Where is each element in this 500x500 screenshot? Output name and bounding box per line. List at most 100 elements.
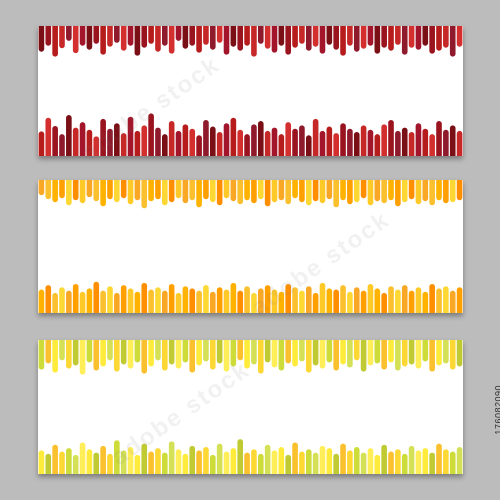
bottom-bar [45, 117, 52, 156]
bottom-bar [305, 449, 312, 474]
bottom-bar [278, 291, 285, 313]
bottom-bar [264, 444, 271, 474]
top-bar [395, 180, 401, 207]
bottom-bar [52, 292, 58, 313]
top-bar [264, 340, 271, 363]
bottom-bar [271, 450, 278, 474]
bottom-bar [107, 128, 113, 156]
top-bar [216, 180, 223, 206]
top-bar [38, 26, 45, 52]
bottom-bar [436, 121, 442, 156]
top-bar [79, 180, 86, 204]
bottom-bar [209, 126, 216, 156]
top-bar [381, 340, 387, 370]
top-bar [408, 180, 415, 200]
bottom-bar [408, 290, 415, 313]
top-bar [134, 26, 141, 56]
bottom-bar [395, 289, 401, 313]
top-bar [148, 180, 154, 202]
top-bar [271, 180, 278, 203]
top-bar [148, 340, 154, 367]
top-bar [148, 26, 154, 44]
top-bar [189, 180, 196, 201]
top-bar [155, 340, 161, 361]
bottom-bar [347, 450, 353, 474]
top-bar [333, 340, 339, 371]
bottom-bar [429, 452, 435, 474]
bottom-bar [244, 286, 250, 313]
top-bar [237, 180, 244, 205]
top-bar [326, 180, 333, 200]
bottom-bar [107, 453, 113, 474]
top-bar [299, 180, 305, 203]
top-bar [175, 340, 182, 369]
bottom-bar [299, 290, 305, 313]
bottom-bar [347, 128, 353, 156]
bottom-bar [189, 288, 196, 313]
top-bar [292, 26, 298, 48]
bottom-bar [223, 289, 230, 313]
top-bar [38, 340, 45, 370]
top-bar [251, 340, 257, 365]
top-bar [203, 340, 209, 362]
bottom-bar [305, 286, 312, 313]
bottom-bar [189, 128, 196, 156]
top-bar [374, 340, 381, 364]
top-bar [415, 340, 422, 369]
top-bar [333, 26, 339, 50]
bottom-bar [449, 125, 456, 156]
top-bar [360, 340, 367, 372]
top-bar [401, 340, 408, 367]
bottom-bar [216, 443, 223, 474]
top-bar [319, 340, 326, 369]
bottom-bar [326, 288, 333, 313]
top-bar [216, 26, 223, 43]
top-bar [347, 180, 353, 205]
bottom-bar [443, 449, 449, 474]
bottom-bar [45, 453, 52, 474]
top-bar [347, 340, 353, 368]
top-bar [395, 26, 401, 45]
bottom-bar [395, 130, 401, 156]
top-bar [107, 180, 113, 200]
top-bar [305, 340, 312, 373]
bottom-bar [134, 291, 141, 313]
top-bar [52, 180, 58, 203]
bottom-bar [120, 285, 127, 313]
bottom-bar [148, 451, 154, 474]
bottom-bar [127, 288, 134, 313]
top-bar [79, 340, 86, 375]
bottom-bar [436, 288, 442, 313]
top-bar [66, 180, 72, 206]
top-bar [340, 26, 346, 56]
bottom-bar [374, 288, 381, 313]
bottom-bar [299, 451, 305, 474]
bottom-bar [367, 283, 374, 313]
top-bar [374, 26, 381, 54]
top-bar [401, 180, 408, 203]
top-bar [203, 180, 209, 200]
bottom-bar [196, 450, 202, 474]
bottom-bar [319, 282, 326, 313]
top-bar [381, 26, 387, 48]
bottom-bar [381, 444, 387, 474]
bottom-bar [443, 129, 449, 156]
top-bar [182, 340, 189, 363]
top-bar [86, 340, 93, 363]
top-bar [66, 340, 72, 369]
bottom-bar [100, 290, 106, 313]
bottom-bar [66, 290, 72, 313]
bottom-bar [45, 285, 52, 313]
top-bar [59, 26, 65, 49]
bottom-bar [381, 124, 387, 156]
bottom-bar [285, 122, 292, 156]
bottom-bar [401, 453, 408, 474]
top-bar [422, 180, 429, 202]
top-bar [292, 180, 298, 199]
top-bar [422, 26, 429, 46]
bottom-bar [388, 286, 394, 313]
top-bar [312, 26, 319, 47]
top-bar [271, 340, 278, 368]
top-bar [381, 180, 387, 204]
top-bar [114, 340, 120, 372]
